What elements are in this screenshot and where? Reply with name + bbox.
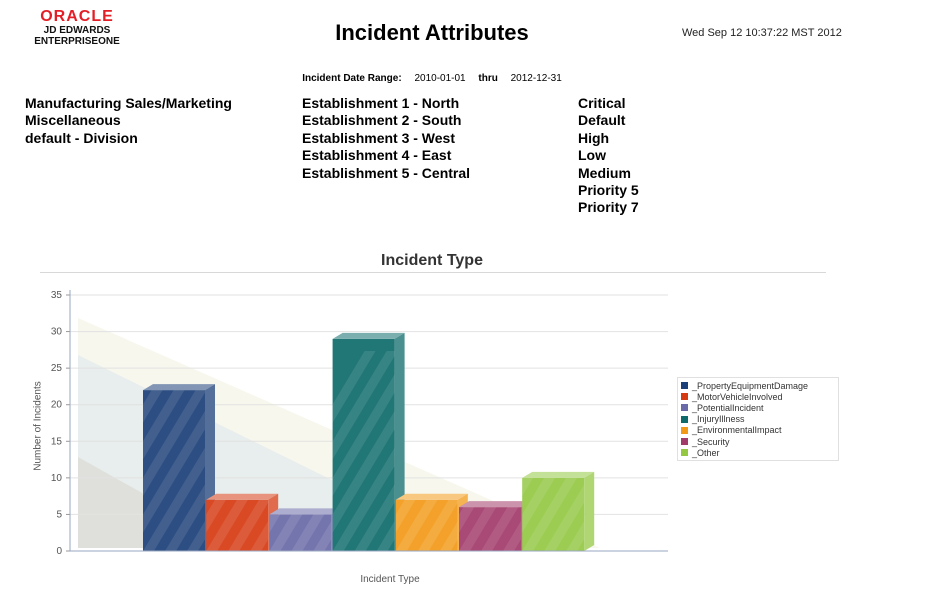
legend-label: _MotorVehicleInvolved xyxy=(692,391,783,402)
priority-item: Medium xyxy=(578,164,631,181)
bar-front xyxy=(269,514,332,551)
bar-top xyxy=(522,471,595,478)
legend-item: _EnvironmentalImpact xyxy=(681,425,835,436)
business-unit-list: Manufacturing Sales/Marketing Miscellane… xyxy=(25,95,232,147)
bar-top xyxy=(206,493,279,500)
y-tick-label: 25 xyxy=(51,363,63,374)
bar-front xyxy=(206,499,269,551)
priority-item: High xyxy=(578,129,610,146)
establishment-item: Establishment 5 - Central xyxy=(302,164,471,181)
y-tick-label: 35 xyxy=(51,290,63,301)
date-range-from: 2010-01-01 xyxy=(414,73,466,84)
legend-item: _PropertyEquipmentDamage xyxy=(681,380,835,391)
y-tick-label: 10 xyxy=(51,473,63,484)
report-timestamp: Wed Sep 12 10:37:22 MST 2012 xyxy=(682,27,842,39)
chart-title-rule xyxy=(40,272,826,273)
bar-top xyxy=(269,508,342,515)
date-range-label: Incident Date Range: xyxy=(302,73,402,84)
chart-axes xyxy=(69,290,668,552)
establishment-list: Establishment 1 - North Establishment 2 … xyxy=(302,95,470,182)
bar-stripes xyxy=(206,499,269,551)
legend-swatch xyxy=(681,382,688,390)
y-tick-label: 5 xyxy=(56,509,62,520)
establishment-item: Establishment 1 - North xyxy=(302,95,460,111)
date-range-thru: thru xyxy=(478,73,498,84)
logo-brand: ORACLE xyxy=(40,8,114,25)
legend-swatch xyxy=(681,415,688,423)
establishment-item: Establishment 2 - South xyxy=(302,112,462,129)
legend-item: _Other xyxy=(681,447,835,458)
legend-item: _InjuryIllness xyxy=(681,414,835,425)
legend-label: _EnvironmentalImpact xyxy=(692,425,782,436)
priority-list: Critical Default High Low Medium Priorit… xyxy=(578,95,639,217)
chart-y-axis-label: Number of Incidents xyxy=(32,381,44,471)
y-tick-label: 0 xyxy=(56,546,62,557)
bar xyxy=(395,493,468,551)
bar-top xyxy=(459,501,531,508)
legend-swatch xyxy=(681,426,688,434)
legend-label: _PotentialIncident xyxy=(692,402,764,413)
business-unit-item: default - Division xyxy=(25,129,138,146)
establishment-item: Establishment 4 - East xyxy=(302,147,452,164)
chart-legend: _PropertyEquipmentDamage _MotorVehicleInv… xyxy=(677,377,839,462)
priority-item: Priority 5 xyxy=(578,182,639,199)
logo-product-line2: ENTERPRISEONE xyxy=(34,36,120,47)
priority-item: Low xyxy=(578,147,606,164)
legend-swatch xyxy=(681,438,688,446)
bar-stripes xyxy=(332,351,395,551)
bar-front xyxy=(395,499,458,551)
business-unit-item: Miscellaneous xyxy=(25,112,121,129)
bar-stripes xyxy=(143,390,205,551)
logo-product-line1: JD EDWARDS xyxy=(43,25,111,36)
bar-stripes xyxy=(459,507,521,551)
priority-item: Default xyxy=(578,112,626,129)
legend-item: _PotentialIncident xyxy=(681,402,835,413)
y-tick-label: 20 xyxy=(51,400,63,411)
chart-title: Incident Type xyxy=(381,252,483,269)
oracle-jde-logo: ORACLE JD EDWARDS ENTERPRISEONE xyxy=(18,8,136,48)
legend-item: _Security xyxy=(681,436,835,447)
report-title: Incident Attributes xyxy=(335,20,529,45)
date-range: Incident Date Range: 2010-01-01 thru 201… xyxy=(0,73,864,84)
y-tick-label: 15 xyxy=(51,436,63,447)
legend-label: _InjuryIllness xyxy=(692,414,745,425)
legend-label: _PropertyEquipmentDamage xyxy=(692,380,809,391)
priority-item: Priority 7 xyxy=(578,199,639,216)
business-unit-item: Manufacturing Sales/Marketing xyxy=(25,95,232,111)
date-range-to: 2012-12-31 xyxy=(510,73,562,84)
bar xyxy=(332,332,405,551)
establishment-item: Establishment 3 - West xyxy=(302,129,456,146)
legend-swatch xyxy=(681,404,688,412)
chart-bars xyxy=(143,332,595,551)
bar-front xyxy=(143,390,205,551)
bar xyxy=(522,471,595,551)
bar-front xyxy=(459,507,521,551)
bar-stripes xyxy=(395,499,458,551)
legend-swatch xyxy=(681,393,688,401)
priority-item: Critical xyxy=(578,95,626,111)
y-tick-label: 30 xyxy=(51,327,63,338)
bar-top xyxy=(332,332,405,339)
legend-swatch xyxy=(681,449,688,457)
legend-label: _Other xyxy=(692,447,720,458)
bar-side xyxy=(584,471,595,551)
bar-stripes xyxy=(522,477,585,551)
bar-front xyxy=(522,477,585,551)
bar xyxy=(269,508,342,551)
legend-item: _MotorVehicleInvolved xyxy=(681,391,835,402)
bar-top xyxy=(143,384,215,391)
bar-stripes xyxy=(269,514,332,551)
legend-label: _Security xyxy=(692,436,730,447)
chart-x-axis-label: Incident Type xyxy=(360,574,420,585)
bar-top xyxy=(395,493,468,500)
bar-front xyxy=(332,338,395,551)
